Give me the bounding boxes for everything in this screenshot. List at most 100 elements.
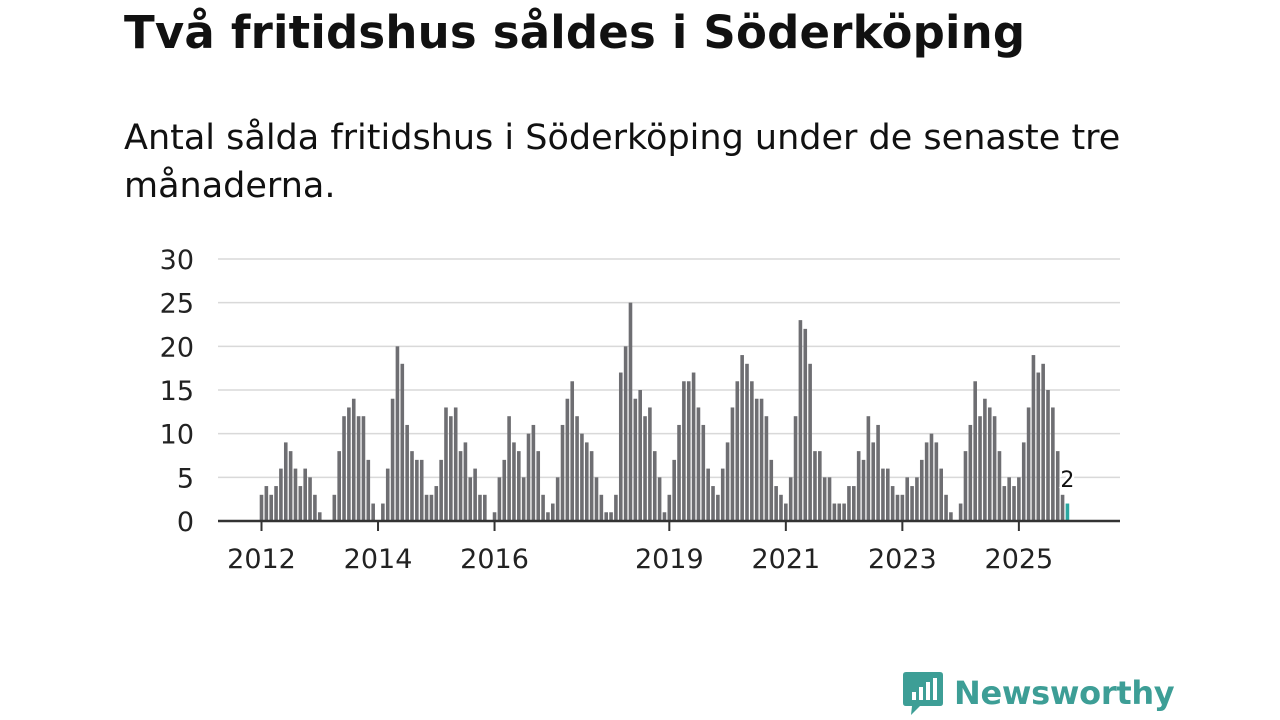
y-tick-label: 15	[160, 376, 194, 407]
bar	[507, 416, 511, 521]
bar	[594, 477, 599, 521]
bar	[672, 459, 676, 521]
axes	[218, 519, 1120, 531]
bar	[385, 468, 390, 521]
bar	[439, 459, 443, 521]
bar	[711, 486, 715, 521]
bar	[919, 459, 924, 521]
bar	[827, 477, 832, 521]
bar	[400, 363, 405, 521]
bar-latest	[1065, 503, 1070, 521]
bar	[395, 346, 400, 521]
bar	[992, 416, 997, 521]
bar	[1036, 372, 1041, 521]
bar	[1046, 390, 1050, 521]
bar	[885, 468, 890, 521]
bar	[434, 486, 439, 521]
bar	[560, 424, 565, 521]
bar	[987, 407, 992, 521]
bar	[958, 503, 963, 521]
bar	[347, 407, 351, 521]
bar	[813, 451, 817, 521]
bar	[910, 486, 914, 521]
bar	[648, 407, 652, 521]
bar	[643, 416, 647, 521]
bar	[769, 459, 774, 521]
bar	[269, 494, 274, 521]
bar	[759, 398, 764, 521]
bar	[628, 302, 633, 521]
bar	[949, 512, 953, 521]
bar	[915, 477, 919, 521]
y-tick-label: 25	[160, 289, 194, 320]
y-tick-label: 10	[160, 420, 194, 451]
bar	[546, 512, 550, 521]
newsworthy-icon	[903, 672, 943, 715]
bar	[317, 512, 322, 521]
bar	[788, 477, 793, 521]
bar	[837, 503, 842, 521]
bar	[876, 424, 880, 521]
bar	[856, 451, 861, 521]
bar	[895, 494, 900, 521]
bar	[662, 512, 667, 521]
bar	[415, 459, 419, 521]
bar	[614, 494, 618, 521]
bar	[745, 363, 749, 521]
bar	[667, 494, 672, 521]
bar	[599, 494, 604, 521]
bar	[706, 468, 710, 521]
bar	[361, 416, 366, 521]
bar	[842, 503, 846, 521]
bar	[929, 433, 934, 521]
bar	[512, 442, 516, 521]
x-tick-label: 2016	[460, 544, 529, 575]
bar	[483, 494, 487, 521]
bar	[720, 468, 725, 521]
bar	[517, 451, 521, 521]
bar	[283, 442, 288, 521]
y-tick-label: 20	[160, 332, 194, 363]
bar	[784, 503, 788, 521]
bar	[298, 486, 303, 521]
bar	[584, 442, 589, 521]
y-tick-label: 30	[160, 245, 194, 276]
bar	[332, 494, 337, 521]
bar	[468, 477, 473, 521]
bar	[308, 477, 312, 521]
bar	[652, 451, 657, 521]
y-tick-label: 0	[177, 507, 194, 538]
bar	[779, 494, 783, 521]
bar	[623, 346, 628, 521]
bar	[900, 494, 905, 521]
bar	[905, 477, 910, 521]
bar	[589, 451, 594, 521]
bar	[890, 486, 895, 521]
bar	[449, 416, 453, 521]
x-tick-label: 2025	[985, 544, 1054, 575]
x-tick-label: 2012	[227, 544, 296, 575]
bar	[565, 398, 570, 521]
y-tick-label: 5	[177, 463, 194, 494]
bar	[424, 494, 429, 521]
bar	[551, 503, 555, 521]
bar	[313, 494, 317, 521]
bar	[536, 451, 541, 521]
bar	[492, 512, 497, 521]
bar	[531, 424, 536, 521]
bar	[944, 494, 948, 521]
bar	[735, 381, 740, 521]
bar	[740, 355, 744, 521]
bar	[716, 494, 720, 521]
bar	[818, 451, 822, 521]
bar	[274, 486, 278, 521]
bar	[337, 451, 341, 521]
bar	[1012, 486, 1016, 521]
bar	[580, 433, 584, 521]
bar	[1007, 477, 1011, 521]
bar	[390, 398, 395, 521]
bar	[555, 477, 560, 521]
newsworthy-logo[interactable]: Newsworthy	[902, 670, 1175, 716]
bar	[381, 503, 385, 521]
bar	[419, 459, 424, 521]
